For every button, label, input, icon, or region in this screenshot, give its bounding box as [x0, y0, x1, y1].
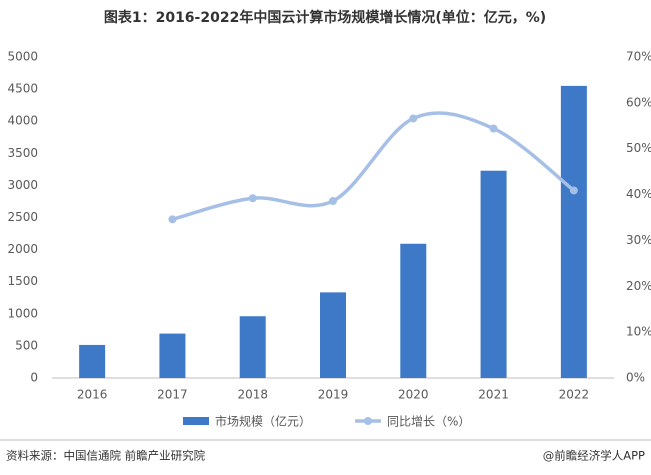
y-tick-label: 500 [15, 338, 38, 352]
y-tick-label: 5000 [7, 50, 38, 64]
source: 资料来源：中国信通院 前瞻产业研究院 [6, 449, 206, 463]
x-tick-label: 2021 [478, 388, 509, 402]
y-tick-label: 2500 [7, 210, 38, 224]
y-tick-label: 1000 [7, 306, 38, 320]
bar [480, 170, 507, 378]
bar [159, 333, 186, 378]
y2-tick-label: 0% [626, 371, 645, 385]
legend-swatch [183, 417, 209, 425]
bar [239, 316, 266, 378]
bar [560, 85, 587, 378]
x-tick-label: 2022 [559, 388, 590, 402]
x-tick-label: 2020 [398, 388, 429, 402]
y-tick-label: 4500 [7, 82, 38, 96]
x-tick-label: 2019 [318, 388, 349, 402]
y-tick-label: 3500 [7, 146, 38, 160]
line-marker [409, 114, 418, 123]
credit: @前瞻经济学人APP [543, 449, 645, 463]
legend-swatch [364, 417, 372, 425]
bar [400, 243, 427, 378]
x-tick-label: 2016 [77, 388, 108, 402]
y-tick-label: 3000 [7, 178, 38, 192]
y-tick-label: 2000 [7, 242, 38, 256]
y-tick-label: 1500 [7, 274, 38, 288]
chart-title: 图表1：2016-2022年中国云计算市场规模增长情况(单位：亿元，%) [104, 9, 546, 26]
x-tick-label: 2018 [237, 388, 268, 402]
bar [79, 344, 106, 378]
bar [320, 292, 346, 378]
line-marker [168, 215, 177, 224]
line-marker [248, 194, 257, 203]
line-marker [489, 124, 498, 133]
y2-tick-label: 40% [626, 187, 651, 201]
legend-label: 同比增长（%） [387, 415, 470, 429]
legend-label: 市场规模（亿元） [215, 414, 311, 429]
y-tick-label: 0 [30, 371, 38, 385]
line [171, 111, 575, 222]
y2-tick-label: 50% [626, 141, 651, 155]
y2-tick-label: 60% [626, 95, 651, 109]
y2-tick-label: 70% [626, 50, 651, 64]
y2-tick-label: 20% [626, 279, 651, 293]
line-marker [329, 196, 337, 205]
y2-tick-label: 10% [626, 325, 651, 339]
y2-tick-label: 30% [626, 233, 651, 247]
y-tick-label: 4000 [7, 114, 38, 128]
x-tick-label: 2017 [157, 388, 188, 402]
line-marker [569, 186, 578, 195]
